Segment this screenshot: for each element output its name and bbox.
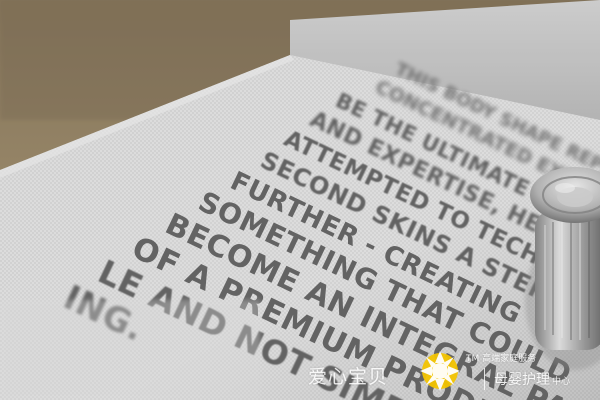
watermark-subtitle-small: 中心 [552, 377, 571, 387]
watermark-brand: 爱心宝贝 [308, 366, 389, 388]
box-lid [290, 0, 600, 130]
watermark-logo-icon [420, 351, 460, 391]
watermark-divider [484, 368, 485, 390]
watermark-subtitle-main: 母婴护理 [494, 372, 550, 388]
watermark-tm-text: TM 高端家庭服务 [466, 354, 537, 364]
watermark-subtitle: 母婴护理 中心 [494, 369, 570, 389]
metal-knob [525, 167, 600, 370]
